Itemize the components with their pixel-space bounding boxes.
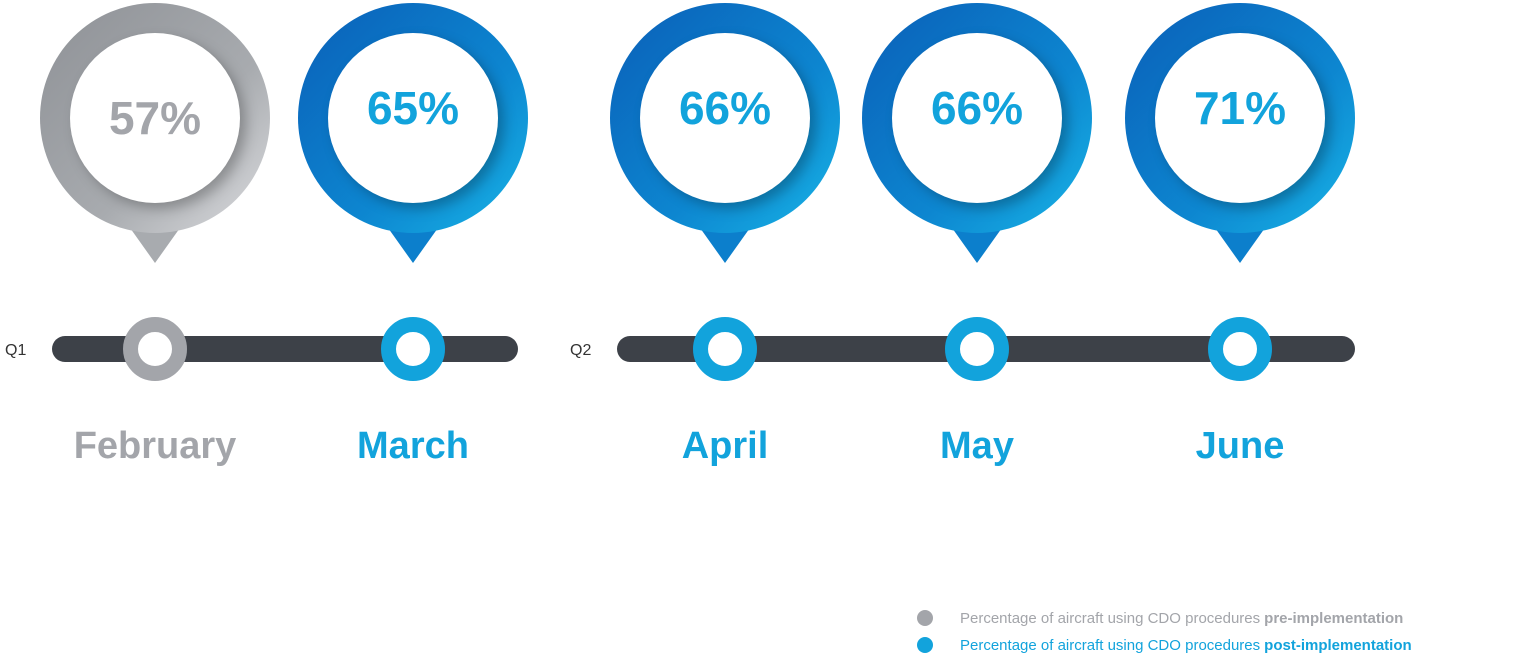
month-label: April [682, 425, 769, 467]
balloon: 65% [298, 3, 528, 263]
percentage: 66% [679, 82, 771, 134]
timeline-node [945, 317, 1009, 381]
month-label: February [74, 425, 237, 467]
legend-dot [917, 610, 933, 626]
legend-text-main: Percentage of aircraft using CDO procedu… [960, 610, 1260, 627]
month-label: May [940, 425, 1014, 467]
month-label: June [1196, 425, 1285, 467]
percentage: 65% [367, 82, 459, 134]
percentage: 57% [109, 92, 201, 144]
balloon-inner [640, 33, 810, 203]
timeline-node [1208, 317, 1272, 381]
timeline-node [381, 317, 445, 381]
timeline-node [693, 317, 757, 381]
balloon: 71% [1125, 3, 1355, 263]
month-label: March [357, 425, 469, 467]
legend-text: Percentage of aircraft using CDO procedu… [960, 637, 1412, 654]
legend-text-emphasis: pre-implementation [1264, 610, 1403, 627]
legend-dot [917, 637, 933, 653]
balloon-inner [1155, 33, 1325, 203]
balloon: 66% [610, 3, 840, 263]
legend-text: Percentage of aircraft using CDO procedu… [960, 610, 1403, 627]
balloon: 66% [862, 3, 1092, 263]
percentage: 66% [931, 82, 1023, 134]
balloon: 57% [40, 3, 270, 263]
quarter-label: Q1 [5, 342, 26, 359]
legend-text-emphasis: post-implementation [1264, 637, 1412, 654]
balloon-inner [70, 33, 240, 203]
quarter-label: Q2 [570, 342, 591, 359]
timeline-node [123, 317, 187, 381]
balloon-inner [892, 33, 1062, 203]
balloon-inner [328, 33, 498, 203]
percentage: 71% [1194, 82, 1286, 134]
legend-text-main: Percentage of aircraft using CDO procedu… [960, 637, 1260, 654]
